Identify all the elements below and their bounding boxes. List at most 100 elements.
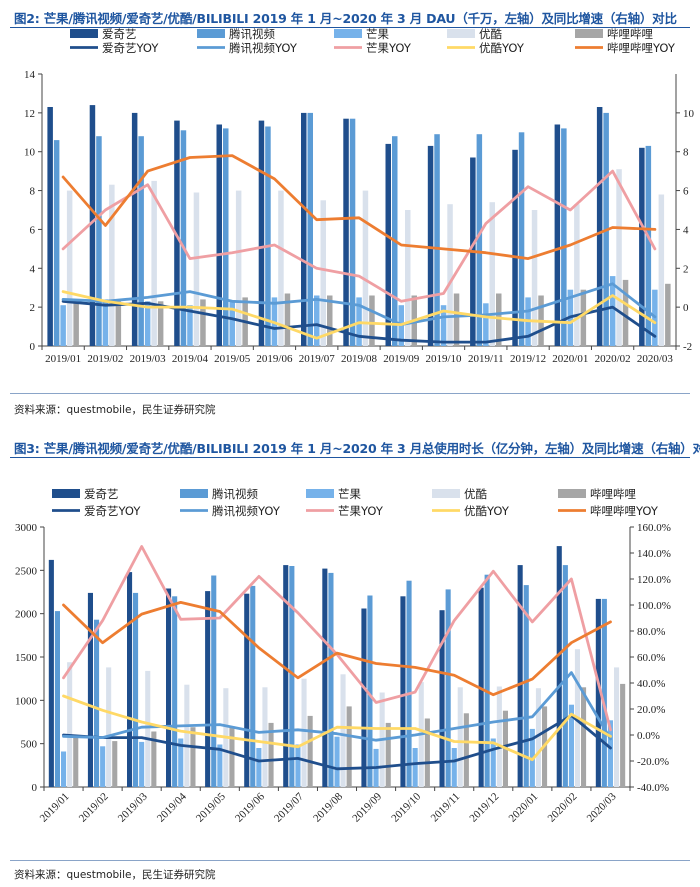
x-tick-label: 2019/01	[45, 353, 81, 365]
bar	[205, 591, 211, 787]
title-rule	[10, 457, 690, 458]
bar	[301, 112, 307, 347]
bar	[73, 736, 79, 787]
bar	[512, 149, 518, 346]
bar	[60, 305, 66, 346]
legend-label: 爱奇艺YOY	[102, 41, 159, 55]
bar	[184, 684, 190, 787]
right-tick-label: 20.0%	[637, 704, 665, 716]
bar	[151, 180, 157, 346]
legend-swatch	[575, 29, 603, 38]
bar	[193, 192, 200, 346]
legend-label: 优酷YOY	[464, 504, 510, 518]
bar	[295, 744, 301, 787]
bar	[200, 299, 206, 346]
bar	[400, 596, 406, 787]
bar	[639, 147, 645, 346]
bar	[439, 610, 445, 787]
bar	[144, 301, 151, 346]
bar	[405, 210, 411, 346]
bar	[614, 667, 620, 787]
right-tick-label: 140.0%	[637, 548, 671, 560]
bar	[609, 276, 616, 346]
x-tick-label: 2019/09	[350, 790, 384, 824]
title-rule	[10, 27, 690, 28]
bar	[361, 608, 367, 787]
bar	[556, 546, 562, 787]
bar	[322, 568, 328, 787]
bar	[453, 293, 460, 346]
right-tick-label: 80.0%	[637, 626, 665, 638]
left-tick-label: 1000	[15, 695, 38, 707]
bar	[127, 572, 133, 787]
bar	[412, 748, 418, 787]
bar	[531, 210, 538, 346]
bar	[451, 748, 457, 787]
left-tick-label: 500	[21, 739, 38, 751]
x-tick-label: 2019/07	[299, 353, 336, 365]
bar	[100, 746, 106, 787]
x-tick-label: 2019/03	[130, 353, 167, 365]
bar	[258, 120, 265, 346]
right-tick-label: 0	[683, 302, 689, 314]
right-tick-label: 2	[683, 263, 689, 275]
bar	[596, 107, 603, 346]
legend-label: 优酷	[464, 487, 487, 501]
right-tick-label: 10	[683, 108, 695, 120]
left-tick-label: 6	[30, 224, 36, 236]
right-tick-label: -20.0%	[637, 756, 669, 768]
legend-label: 优酷YOY	[479, 41, 525, 55]
x-tick-label: 2019/10	[426, 353, 463, 365]
x-tick-label: 2019/02	[87, 353, 123, 365]
bar	[568, 704, 574, 787]
legend-label: 芒果	[366, 27, 389, 41]
x-tick-label: 2019/08	[341, 353, 378, 365]
legend-label: 哔哩哔哩	[590, 487, 636, 501]
bar	[307, 715, 313, 787]
legend-label: 芒果YOY	[338, 504, 384, 518]
x-tick-label: 2020/02	[595, 353, 631, 365]
bar	[489, 202, 495, 346]
bar	[166, 588, 172, 787]
bar	[61, 751, 67, 787]
bar	[574, 204, 580, 346]
x-tick-label: 2019/05	[214, 353, 251, 365]
bar	[139, 741, 145, 787]
bar	[89, 105, 96, 346]
bar	[362, 190, 369, 346]
legend-swatch	[558, 489, 586, 498]
bar	[157, 301, 164, 346]
bar	[554, 124, 561, 346]
bar	[229, 301, 235, 346]
bar	[476, 134, 483, 346]
bar	[106, 667, 112, 787]
left-tick-label: 10	[24, 147, 36, 159]
x-tick-label: 2019/11	[468, 353, 504, 365]
bar	[211, 575, 217, 787]
right-tick-label: 40.0%	[637, 678, 665, 690]
x-tick-label: 2020/03	[585, 790, 619, 824]
bar	[535, 688, 541, 787]
x-tick-label: 2019/12	[467, 791, 501, 825]
bar	[496, 293, 502, 346]
bar	[96, 136, 102, 346]
bar	[340, 674, 346, 787]
bar	[490, 738, 496, 787]
bar	[53, 140, 60, 346]
right-tick-label: 4	[683, 224, 689, 236]
bar	[601, 598, 607, 787]
legend-swatch	[432, 489, 460, 498]
bar	[518, 132, 525, 346]
bar	[440, 305, 447, 346]
bar	[109, 184, 115, 346]
legend-label: 腾讯视频YOY	[229, 41, 298, 55]
bar	[133, 592, 139, 787]
source-note: 资料来源：questmobile，民生证券研究院	[14, 869, 216, 881]
x-tick-label: 2020/02	[546, 791, 580, 825]
x-tick-label: 2019/07	[272, 790, 306, 824]
bar	[190, 727, 196, 787]
series-line	[61, 169, 657, 303]
right-tick-label: 0.0%	[637, 730, 660, 742]
bar	[607, 720, 613, 787]
